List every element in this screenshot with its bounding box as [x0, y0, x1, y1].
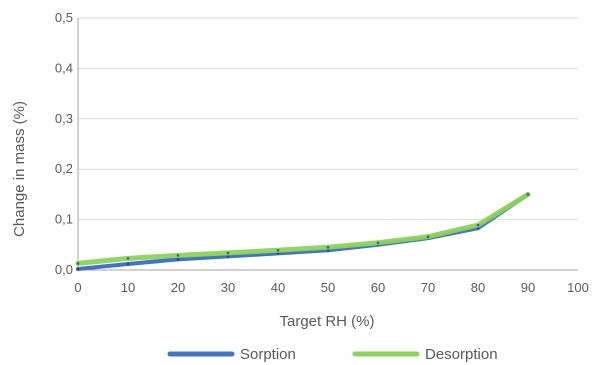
x-tick-label: 60: [371, 280, 385, 295]
data-point-sorption: [126, 262, 130, 266]
data-point-desorption: [326, 246, 330, 249]
x-tick-label: 10: [121, 280, 135, 295]
x-tick-label: 0: [74, 280, 81, 295]
axes: [77, 18, 578, 271]
data-point-desorption: [176, 254, 180, 257]
series-line-desorption: [75, 191, 531, 266]
y-tick-label: 0,2: [55, 161, 73, 176]
data-point-desorption: [276, 249, 280, 252]
x-tick-label: 100: [567, 280, 589, 295]
y-tick-label: 0,1: [55, 212, 73, 227]
x-tick-label: 30: [221, 280, 235, 295]
data-point-desorption: [526, 193, 530, 196]
data-point-desorption: [376, 241, 380, 245]
gridlines: [78, 17, 578, 221]
x-tick-label: 20: [171, 280, 185, 295]
y-tick-label: 0,5: [55, 10, 73, 25]
x-tick-label: 50: [321, 280, 335, 295]
y-tick-label: 0,4: [55, 60, 73, 75]
data-point-sorption: [176, 258, 180, 261]
data-point-desorption: [76, 262, 80, 265]
x-tick-label: 80: [471, 280, 485, 295]
data-point-sorption: [76, 267, 80, 271]
y-tick-labels: 0,0 0,1 0,2 0,3 0,4 0,5: [55, 10, 73, 277]
x-tick-label: 70: [421, 280, 435, 295]
x-tick-label: 40: [271, 280, 285, 295]
data-point-desorption: [226, 251, 230, 255]
y-tick-label: 0,0: [55, 262, 73, 277]
x-tick-labels: 0 10 20 30 40 50 60 70 80 90 100: [74, 280, 588, 295]
x-axis-title: Target RH (%): [279, 313, 374, 330]
legend-label-sorption: Sorption: [240, 346, 296, 363]
data-point-desorption: [476, 223, 480, 227]
data-point-desorption: [426, 235, 430, 239]
data-point-sorption: [226, 255, 230, 258]
legend: Sorption Desorption: [167, 346, 498, 363]
data-point-desorption: [126, 257, 130, 260]
series-lines: [75, 191, 531, 271]
y-axis-title: Change in mass (%): [11, 101, 28, 237]
y-tick-label: 0,3: [55, 111, 73, 126]
legend-label-desorption: Desorption: [425, 346, 498, 363]
x-tick-label: 90: [521, 280, 535, 295]
